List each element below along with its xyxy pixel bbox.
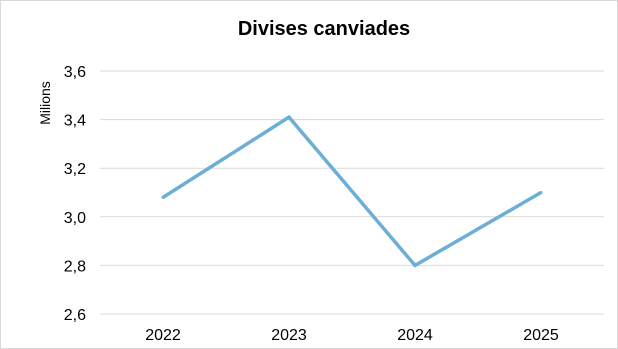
x-tick-label: 2022: [145, 327, 181, 344]
y-tick-label: 3,4: [64, 113, 86, 130]
series-line: [162, 114, 542, 268]
y-tick-label: 2,6: [64, 307, 86, 324]
data-point: [287, 115, 291, 119]
y-tick-label: 2,8: [64, 258, 86, 275]
x-tick-label: 2024: [397, 327, 433, 344]
series-layer: [161, 114, 543, 268]
x-tick-label: 2025: [523, 327, 559, 344]
x-tick-labels: 2022 2023 2024 2025: [145, 327, 559, 344]
y-tick-label: 3,2: [64, 161, 86, 178]
chart-title: Divises canviades: [238, 18, 410, 40]
y-tick-label: 3,0: [64, 210, 86, 227]
data-point: [161, 195, 165, 199]
y-tick-labels: 2,6 2,8 3,0 3,2 3,4 3,6: [64, 64, 86, 324]
gridlines: [100, 70, 604, 315]
y-tick-label: 3,6: [64, 64, 86, 81]
y-axis-label: Milions: [37, 81, 53, 125]
data-point: [413, 263, 417, 267]
x-tick-label: 2023: [271, 327, 307, 344]
data-point: [539, 191, 543, 194]
